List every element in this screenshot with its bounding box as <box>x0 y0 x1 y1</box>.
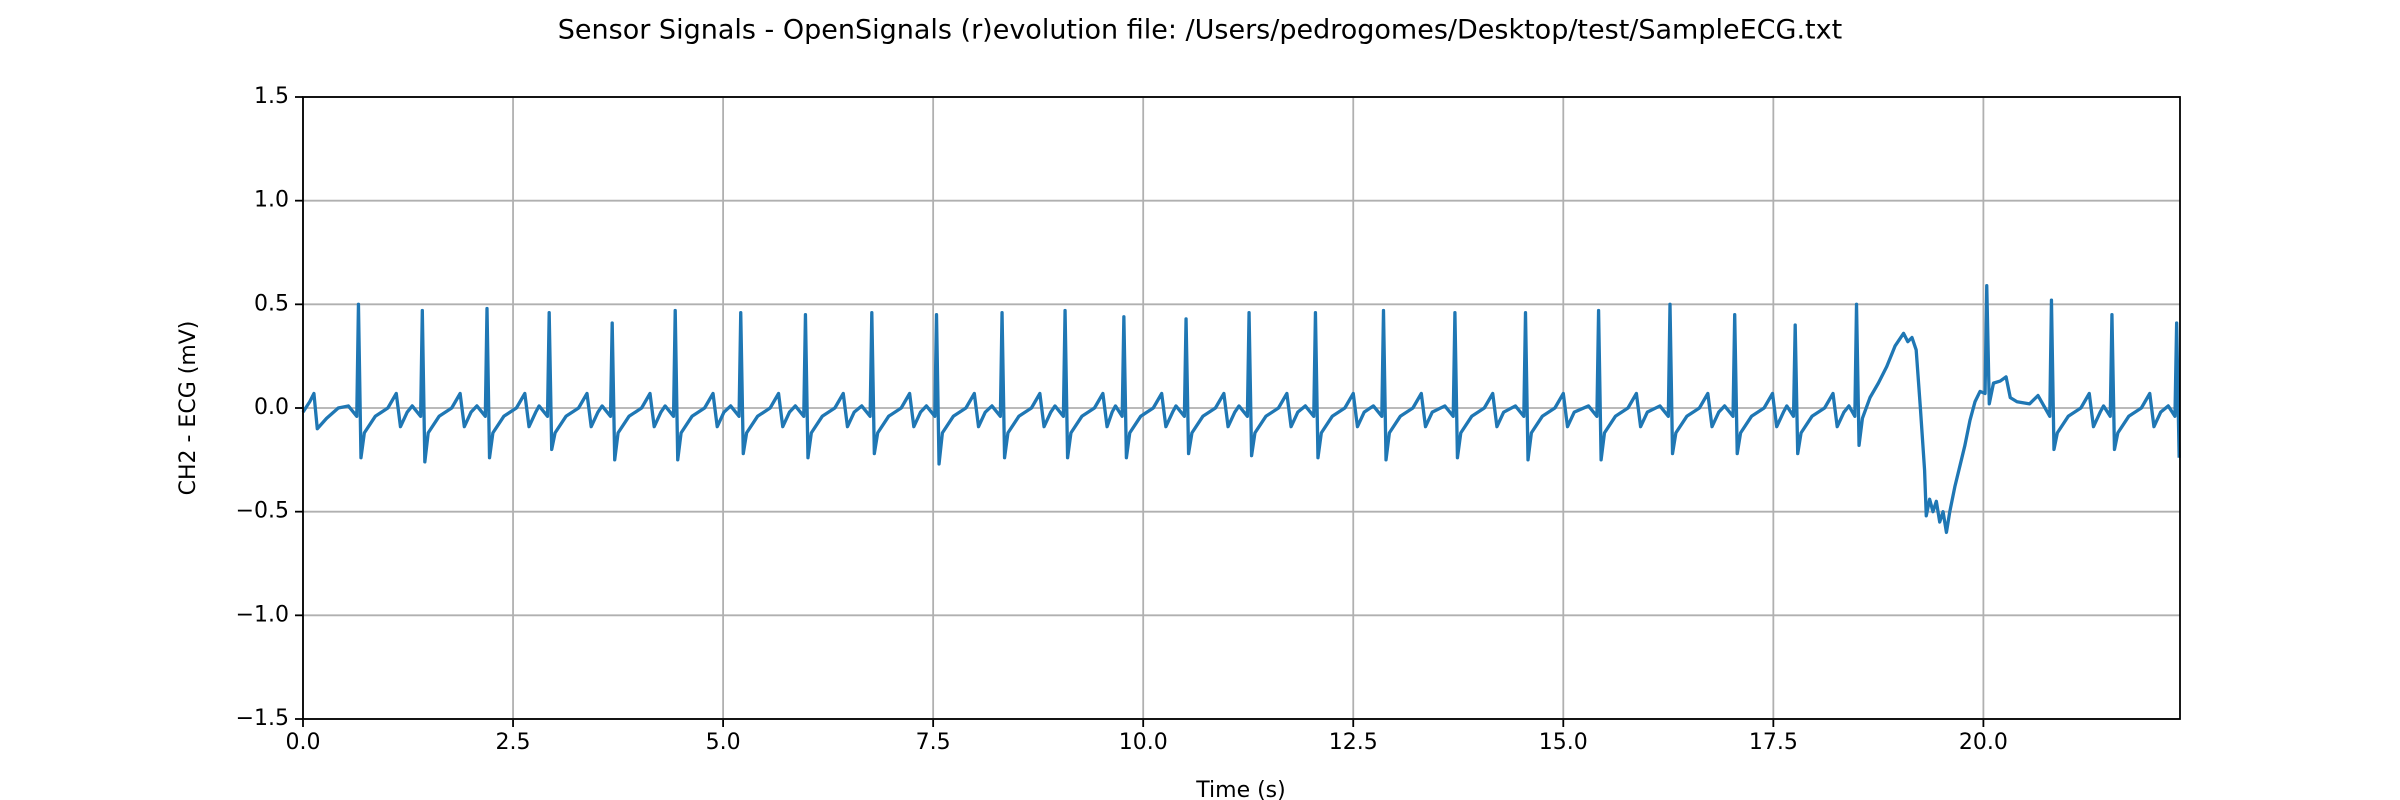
x-tick-label: 20.0 <box>1959 730 2008 755</box>
y-tick-label: −1.0 <box>236 602 289 627</box>
x-tick-label: 12.5 <box>1329 730 1378 755</box>
y-tick-label: 1.5 <box>254 84 289 109</box>
y-tick-label: 1.0 <box>254 188 289 213</box>
x-tick-label: 2.5 <box>496 730 531 755</box>
y-tick-label: 0.0 <box>254 395 289 420</box>
x-tick-label: 7.5 <box>916 730 951 755</box>
x-tick-label: 5.0 <box>706 730 741 755</box>
x-tick-label: 15.0 <box>1539 730 1588 755</box>
chart-title: Sensor Signals - OpenSignals (r)evolutio… <box>558 15 1842 46</box>
x-tick-label: 17.5 <box>1749 730 1798 755</box>
y-tick-label: −1.5 <box>236 706 289 731</box>
x-axis-label: Time (s) <box>1195 778 1285 800</box>
x-tick-label: 0.0 <box>286 730 321 755</box>
x-tick-label: 10.0 <box>1119 730 1168 755</box>
y-axis-label: CH2 - ECG (mV) <box>176 321 201 496</box>
ecg-line <box>301 284 2181 535</box>
y-tick-label: 0.5 <box>254 291 289 316</box>
y-tick-label: −0.5 <box>236 499 289 524</box>
plot-frame <box>302 96 2181 720</box>
